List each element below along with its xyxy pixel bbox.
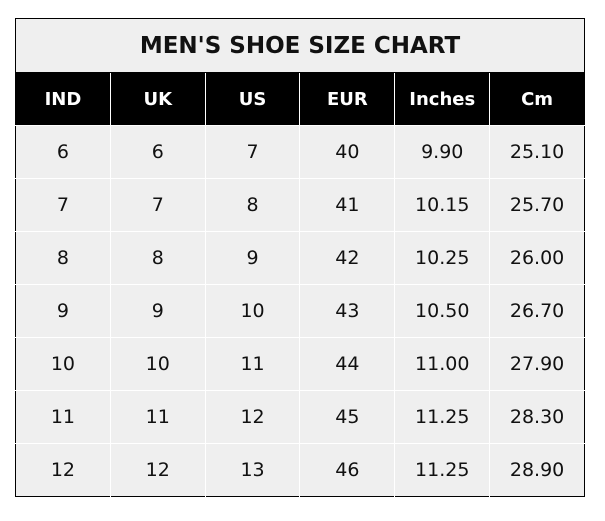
table-cell: 9 bbox=[204, 231, 300, 285]
table-cell: 9 bbox=[15, 284, 111, 338]
table-cell: 8 bbox=[204, 178, 300, 232]
table-cell: 9 bbox=[109, 284, 206, 338]
table-cell: 28.30 bbox=[489, 390, 585, 444]
table-cell: 12 bbox=[204, 390, 300, 444]
table-cell: 6 bbox=[109, 125, 206, 179]
table-cell: 25.10 bbox=[489, 125, 585, 179]
table-cell: 28.90 bbox=[489, 443, 585, 497]
table-cell: 11 bbox=[15, 390, 111, 444]
table-cell: 25.70 bbox=[489, 178, 585, 232]
table-cell: 11.00 bbox=[394, 337, 490, 391]
table-row: 11 11 12 45 11.25 28.30 bbox=[15, 390, 585, 444]
table-cell: 40 bbox=[299, 125, 395, 179]
table-row: 9 9 10 43 10.50 26.70 bbox=[15, 284, 585, 338]
table-cell: 10 bbox=[109, 337, 206, 391]
table-cell: 10.25 bbox=[394, 231, 490, 285]
column-header: US bbox=[204, 72, 300, 126]
table-cell: 12 bbox=[109, 443, 206, 497]
column-header: Cm bbox=[489, 72, 585, 126]
table-cell: 7 bbox=[109, 178, 206, 232]
column-header: UK bbox=[109, 72, 206, 126]
table-cell: 42 bbox=[299, 231, 395, 285]
table-cell: 11 bbox=[109, 390, 206, 444]
table-cell: 10 bbox=[204, 284, 300, 338]
table-cell: 27.90 bbox=[489, 337, 585, 391]
size-chart-table: MEN'S SHOE SIZE CHART IND UK US EUR Inches Cm… bbox=[15, 18, 585, 497]
header-row: IND UK US EUR Inches Cm bbox=[15, 72, 585, 126]
column-header: IND bbox=[15, 72, 111, 126]
table-cell: 10 bbox=[15, 337, 111, 391]
table-title: MEN'S SHOE SIZE CHART bbox=[15, 18, 585, 73]
table-cell: 7 bbox=[204, 125, 300, 179]
table-cell: 43 bbox=[299, 284, 395, 338]
table-cell: 9.90 bbox=[394, 125, 490, 179]
table-cell: 7 bbox=[15, 178, 111, 232]
table-cell: 26.00 bbox=[489, 231, 585, 285]
table-cell: 13 bbox=[204, 443, 300, 497]
table-cell: 6 bbox=[15, 125, 111, 179]
table-cell: 10.15 bbox=[394, 178, 490, 232]
table-row: 8 8 9 42 10.25 26.00 bbox=[15, 231, 585, 285]
table-cell: 8 bbox=[109, 231, 206, 285]
table-cell: 11.25 bbox=[394, 443, 490, 497]
table-row: 12 12 13 46 11.25 28.90 bbox=[15, 443, 585, 497]
table-cell: 26.70 bbox=[489, 284, 585, 338]
table-cell: 12 bbox=[15, 443, 111, 497]
table-cell: 11.25 bbox=[394, 390, 490, 444]
table-row: 10 10 11 44 11.00 27.90 bbox=[15, 337, 585, 391]
table-cell: 46 bbox=[299, 443, 395, 497]
table-cell: 45 bbox=[299, 390, 395, 444]
table-row: 6 6 7 40 9.90 25.10 bbox=[15, 125, 585, 179]
table-cell: 8 bbox=[15, 231, 111, 285]
column-header: EUR bbox=[299, 72, 395, 126]
table-cell: 10.50 bbox=[394, 284, 490, 338]
table-cell: 44 bbox=[299, 337, 395, 391]
column-header: Inches bbox=[394, 72, 490, 126]
table-cell: 11 bbox=[204, 337, 300, 391]
table-cell: 41 bbox=[299, 178, 395, 232]
table-row: 7 7 8 41 10.15 25.70 bbox=[15, 178, 585, 232]
